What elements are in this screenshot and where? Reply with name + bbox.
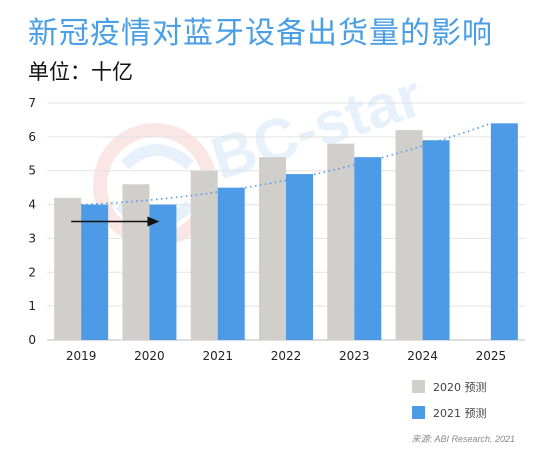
- legend-label-series-1: 2020 预测: [433, 381, 487, 394]
- bar-2020-series-2: [149, 204, 177, 340]
- trendline: [81, 122, 492, 206]
- y-tick-label: 6: [28, 130, 36, 144]
- legend-swatch-series-1: [412, 380, 425, 393]
- y-tick-label: 3: [28, 231, 36, 245]
- source-note: 来源: ABI Research, 2021: [411, 434, 515, 444]
- bar-2022-series-1: [259, 157, 286, 340]
- chart-subtitle: 单位：十亿: [28, 60, 133, 84]
- bar-2019-series-2: [81, 204, 109, 340]
- y-tick-label: 0: [28, 333, 36, 347]
- y-tick-label: 2: [28, 265, 36, 279]
- legend-label-series-2: 2021 预测: [433, 407, 487, 420]
- bar-2022-series-2: [286, 174, 313, 340]
- bar-2024-series-1: [395, 130, 423, 340]
- bar-2021-series-2: [217, 187, 245, 340]
- x-tick-label: 2025: [476, 349, 507, 363]
- bar-2021-series-1: [190, 170, 218, 340]
- y-tick-label: 7: [28, 96, 36, 110]
- bar-2023-series-2: [354, 157, 382, 340]
- y-tick-label: 4: [28, 198, 36, 212]
- annotation-arrow-head: [147, 216, 160, 227]
- x-tick-label: 2021: [202, 349, 233, 363]
- x-tick-label: 2022: [271, 349, 302, 363]
- chart-title: 新冠疫情对蓝牙设备出货量的影响: [28, 16, 493, 51]
- bar-2025-series-2: [490, 123, 518, 340]
- legend-swatch-series-2: [412, 406, 425, 419]
- y-tick-label: 5: [28, 164, 36, 178]
- bar-2020-series-1: [122, 184, 150, 340]
- x-tick-label: 2020: [134, 349, 165, 363]
- x-tick-label: 2023: [339, 349, 370, 363]
- y-tick-label: 1: [28, 299, 36, 313]
- bar-2023-series-1: [327, 143, 355, 340]
- bar-2019-series-1: [54, 197, 82, 340]
- x-tick-label: 2024: [407, 349, 438, 363]
- x-tick-label: 2019: [66, 349, 97, 363]
- bar-2024-series-2: [422, 140, 450, 340]
